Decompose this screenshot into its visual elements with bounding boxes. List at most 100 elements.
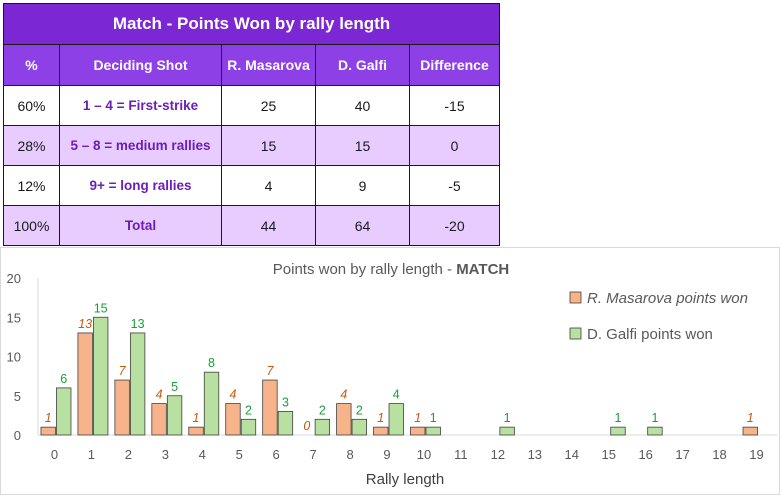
data-label: 5 (171, 380, 178, 394)
header-difference: Difference (409, 44, 500, 86)
data-label: 15 (94, 301, 108, 315)
chart-legend: R. Masarova points won D. Galfi points w… (569, 290, 748, 343)
data-label: 4 (156, 388, 163, 402)
bar-galfi (129, 332, 146, 436)
bar-galfi (93, 316, 109, 436)
x-tick-label: 1 (88, 447, 95, 462)
data-label: 1 (377, 411, 384, 425)
table-row: 100% Total 44 64 -20 (3, 205, 500, 246)
data-label: 1 (614, 411, 621, 425)
bar-masarova (114, 379, 130, 436)
x-tick-label: 19 (749, 447, 763, 462)
bar-galfi (314, 418, 331, 436)
x-tick-label: 12 (491, 447, 505, 462)
data-label: 1 (747, 411, 754, 425)
row-p2: 9 (315, 165, 410, 206)
x-tick-label: 6 (273, 447, 280, 462)
row-shot: Total (59, 205, 222, 246)
row-diff: -5 (409, 165, 500, 206)
data-label: 0 (303, 419, 310, 433)
bar-galfi (240, 418, 257, 436)
bar-galfi (425, 426, 441, 436)
x-axis-label: Rally length (366, 471, 444, 488)
data-label: 8 (208, 356, 215, 370)
bar-galfi (647, 426, 663, 436)
header-player2: D. Galfi (315, 44, 410, 86)
x-tick-label: 8 (346, 447, 353, 462)
x-tick-label: 9 (383, 447, 390, 462)
table-row: 28% 5 – 8 = medium rallies 15 15 0 (3, 125, 500, 166)
chart-title: Points won by rally length - MATCH (273, 261, 509, 278)
row-p1: 25 (221, 85, 316, 126)
data-label: 3 (282, 395, 289, 409)
y-tick-label: 15 (7, 310, 21, 325)
y-tick-label: 0 (14, 428, 21, 443)
x-tick-label: 5 (236, 447, 243, 462)
row-pct: 60% (3, 85, 60, 126)
x-tick-label: 11 (454, 447, 468, 462)
row-shot: 5 – 8 = medium rallies (59, 125, 222, 166)
data-label: 1 (430, 411, 437, 425)
bar-masarova (336, 403, 352, 436)
data-label: 2 (319, 403, 326, 417)
bar-galfi (610, 426, 626, 436)
rally-length-chart: Points won by rally length - MATCH Rally… (7, 261, 777, 488)
x-tick-label: 17 (675, 447, 689, 462)
data-label: 2 (356, 403, 363, 417)
row-p2: 15 (315, 125, 410, 166)
bar-galfi (499, 426, 515, 436)
bar-galfi (166, 395, 183, 436)
row-diff: -15 (409, 85, 500, 126)
data-label: 1 (414, 411, 421, 425)
data-label: 7 (119, 364, 127, 378)
x-tick-label: 16 (638, 447, 652, 462)
row-p2: 64 (315, 205, 410, 246)
bar-galfi (277, 411, 294, 436)
row-p2: 40 (315, 85, 410, 126)
row-p1: 44 (221, 205, 316, 246)
row-pct: 100% (3, 205, 60, 246)
bar-masarova (77, 332, 93, 436)
legend-label-masarova: R. Masarova points won (587, 290, 748, 307)
x-tick-label: 7 (310, 447, 317, 462)
legend-swatch-masarova (569, 291, 582, 304)
table-row: 12% 9+ = long rallies 4 9 -5 (3, 165, 500, 206)
data-label: 1 (193, 411, 200, 425)
row-diff: 0 (409, 125, 500, 166)
data-label: 4 (340, 388, 347, 402)
x-tick-label: 15 (601, 447, 615, 462)
data-label: 7 (266, 364, 274, 378)
header-player1: R. Masarova (221, 44, 316, 86)
x-tick-label: 14 (565, 447, 579, 462)
data-label: 13 (131, 317, 145, 331)
data-label: 1 (504, 411, 511, 425)
y-tick-label: 10 (7, 350, 21, 365)
row-p1: 15 (221, 125, 316, 166)
data-label: 2 (245, 403, 252, 417)
row-diff: -20 (409, 205, 500, 246)
table-row: 60% 1 – 4 = First-strike 25 40 -15 (3, 85, 500, 126)
row-pct: 28% (3, 125, 60, 166)
bar-galfi (388, 403, 404, 436)
row-shot: 1 – 4 = First-strike (59, 85, 222, 126)
bar-galfi (351, 418, 367, 436)
x-tick-label: 4 (199, 447, 206, 462)
x-tick-label: 13 (528, 447, 542, 462)
row-pct: 12% (3, 165, 60, 206)
bar-masarova (373, 426, 389, 436)
y-tick-label: 5 (14, 389, 21, 404)
header-deciding-shot: Deciding Shot (59, 44, 222, 86)
data-label: 4 (393, 388, 400, 402)
row-p1: 4 (221, 165, 316, 206)
data-label: 13 (78, 317, 92, 331)
rally-chart-area: Points won by rally length - MATCH Rally… (0, 247, 780, 495)
x-tick-label: 3 (162, 447, 169, 462)
x-tick-label: 0 (51, 447, 58, 462)
bar-masarova (151, 403, 167, 436)
bar-galfi (56, 387, 72, 436)
bar-masarova (410, 426, 426, 436)
bar-masarova (225, 403, 241, 436)
row-shot: 9+ = long rallies (59, 165, 222, 206)
x-tick-label: 10 (417, 447, 431, 462)
